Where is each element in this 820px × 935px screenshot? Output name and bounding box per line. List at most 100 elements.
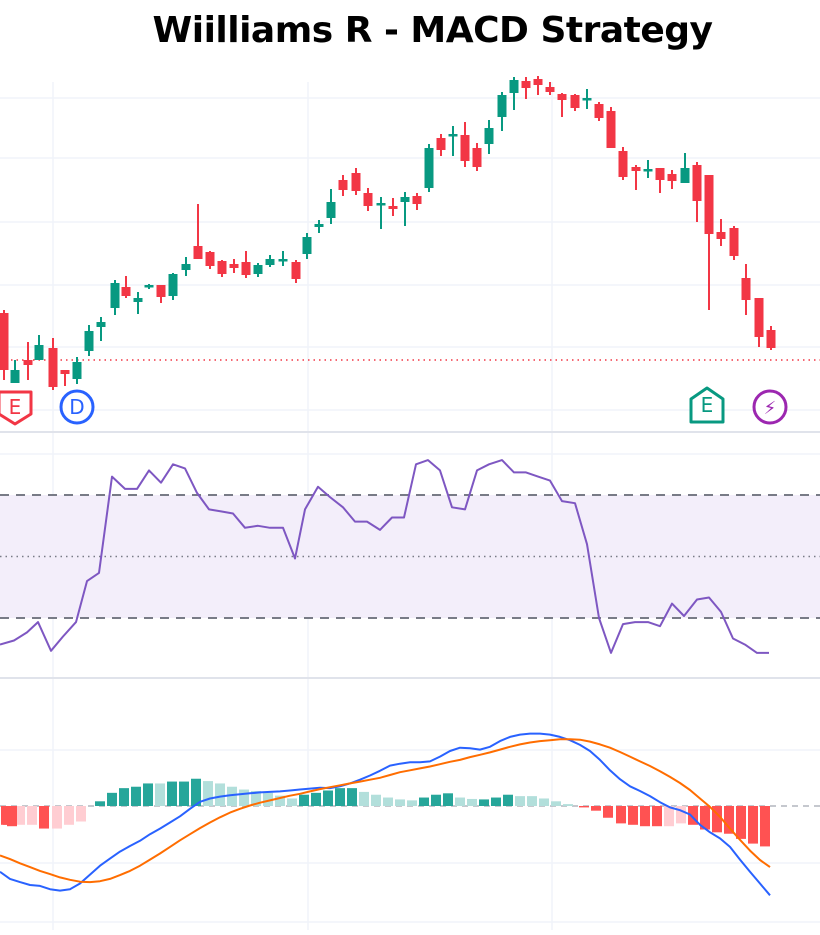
- histogram-bar: [275, 795, 285, 806]
- candle[interactable]: [241, 251, 251, 278]
- histogram-bar: [712, 806, 722, 833]
- histogram-bar: [419, 797, 429, 806]
- marker-label: E: [9, 395, 22, 419]
- candle[interactable]: [326, 189, 336, 224]
- williams-r-pane[interactable]: [0, 459, 820, 654]
- histogram-bar: [191, 778, 201, 806]
- histogram-bar: [155, 783, 165, 806]
- histogram-bar: [527, 796, 537, 806]
- candle[interactable]: [754, 298, 764, 347]
- candle[interactable]: [594, 102, 604, 121]
- price-pane[interactable]: [0, 76, 820, 390]
- histogram-bar: [688, 806, 698, 825]
- marker-label: ⚡: [764, 398, 777, 419]
- candle[interactable]: [253, 263, 263, 277]
- candle[interactable]: [193, 204, 203, 259]
- candle[interactable]: [606, 107, 616, 148]
- histogram-bar: [491, 797, 501, 806]
- candle[interactable]: [533, 76, 543, 95]
- candle[interactable]: [716, 219, 726, 246]
- candle[interactable]: [34, 335, 44, 360]
- candle[interactable]: [497, 92, 507, 131]
- candle[interactable]: [509, 77, 519, 110]
- candle[interactable]: [84, 325, 94, 356]
- candle[interactable]: [291, 260, 301, 283]
- candle[interactable]: [72, 357, 82, 384]
- histogram-bar: [215, 783, 225, 806]
- candle[interactable]: [570, 94, 580, 111]
- candle[interactable]: [229, 259, 239, 273]
- candle[interactable]: [181, 257, 191, 276]
- candle[interactable]: [144, 284, 154, 289]
- exit-long-marker: E: [689, 386, 725, 424]
- histogram-bar: [131, 786, 141, 806]
- candle[interactable]: [338, 175, 348, 196]
- candle[interactable]: [412, 193, 422, 210]
- histogram-bar: [143, 783, 153, 806]
- histogram-bar: [455, 797, 465, 806]
- candle[interactable]: [704, 175, 714, 310]
- candle[interactable]: [436, 134, 446, 156]
- candle[interactable]: [217, 260, 227, 277]
- histogram-bar: [760, 806, 770, 847]
- candle[interactable]: [582, 89, 592, 109]
- candle[interactable]: [618, 147, 628, 180]
- candle[interactable]: [424, 144, 434, 192]
- candle[interactable]: [0, 310, 9, 380]
- candle[interactable]: [23, 342, 33, 380]
- histogram-bar: [15, 806, 25, 825]
- macd-line: [0, 732, 771, 896]
- marker-label: D: [69, 395, 84, 419]
- histogram-bar: [227, 786, 237, 806]
- histogram-bar: [371, 794, 381, 806]
- candle[interactable]: [521, 77, 531, 99]
- candle[interactable]: [448, 126, 458, 156]
- candle[interactable]: [472, 143, 482, 171]
- candle[interactable]: [643, 160, 653, 178]
- candle[interactable]: [96, 317, 106, 341]
- candle[interactable]: [302, 233, 312, 259]
- candle[interactable]: [557, 93, 567, 117]
- candle[interactable]: [278, 251, 288, 266]
- candle[interactable]: [766, 326, 776, 350]
- candle[interactable]: [110, 280, 120, 315]
- candle[interactable]: [60, 370, 70, 386]
- candle[interactable]: [205, 251, 215, 269]
- exit-short-marker: E: [0, 390, 33, 426]
- candle[interactable]: [460, 122, 470, 167]
- candle[interactable]: [376, 197, 386, 229]
- candle[interactable]: [121, 276, 131, 298]
- candle[interactable]: [388, 198, 398, 216]
- candle[interactable]: [655, 168, 665, 193]
- histogram-bar: [700, 806, 710, 830]
- candle[interactable]: [729, 226, 739, 260]
- histogram-bar: [407, 800, 417, 806]
- candle[interactable]: [692, 162, 702, 222]
- candle[interactable]: [168, 273, 178, 300]
- candle[interactable]: [133, 292, 143, 314]
- candle[interactable]: [545, 82, 555, 95]
- histogram-bar: [119, 788, 129, 806]
- candle[interactable]: [400, 192, 410, 226]
- candle[interactable]: [10, 360, 20, 383]
- grid-lines: [0, 82, 820, 930]
- candle[interactable]: [631, 165, 641, 190]
- candle[interactable]: [680, 153, 690, 183]
- candle[interactable]: [314, 220, 324, 233]
- histogram-bar: [95, 801, 105, 806]
- candle[interactable]: [667, 170, 677, 189]
- candle[interactable]: [351, 168, 361, 195]
- histogram-bar: [748, 806, 758, 844]
- candle[interactable]: [265, 255, 275, 267]
- histogram-bar: [579, 806, 589, 808]
- candle[interactable]: [484, 120, 494, 154]
- candle[interactable]: [48, 338, 58, 390]
- candle[interactable]: [363, 188, 373, 211]
- histogram-bar: [443, 793, 453, 806]
- signal-line: [0, 738, 771, 884]
- candle[interactable]: [741, 264, 751, 315]
- candle[interactable]: [156, 285, 166, 303]
- histogram-bar: [467, 798, 477, 806]
- macd-pane[interactable]: [0, 732, 820, 896]
